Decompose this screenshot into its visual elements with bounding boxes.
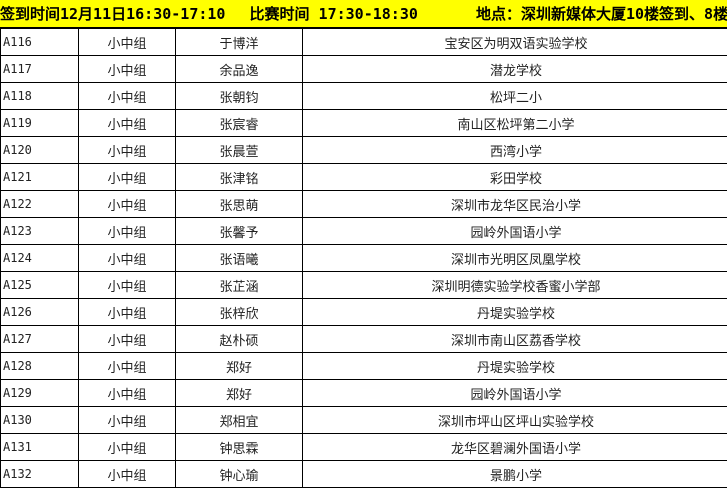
participant-id[interactable]: A127 [0, 325, 79, 353]
school-cell[interactable]: 西湾小学 [302, 136, 727, 164]
name-cell[interactable]: 张津铭 [175, 163, 303, 191]
participant-id[interactable]: A124 [0, 244, 79, 272]
match-time: 比赛时间 17:30-18:30 [249, 5, 418, 23]
group-cell[interactable]: 小中组 [78, 136, 176, 164]
name-cell[interactable]: 张晨萱 [175, 136, 303, 164]
school-cell[interactable]: 园岭外国语小学 [302, 379, 727, 407]
name-cell[interactable]: 张芷涵 [175, 271, 303, 299]
table-row: A132 小中组 钟心瑜 景鹏小学 [0, 460, 727, 488]
group-cell[interactable]: 小中组 [78, 406, 176, 434]
school-cell[interactable]: 深圳市光明区凤凰学校 [302, 244, 727, 272]
group-cell[interactable]: 小中组 [78, 460, 176, 488]
table-row: A119 小中组 张宸睿 南山区松坪第二小学 [0, 109, 727, 137]
name-cell[interactable]: 张语曦 [175, 244, 303, 272]
location: 地点：深圳新媒体大厦10楼签到、8楼比赛 [475, 5, 727, 23]
school-cell[interactable]: 园岭外国语小学 [302, 217, 727, 245]
group-cell[interactable]: 小中组 [78, 28, 176, 56]
table-row: A126 小中组 张梓欣 丹堤实验学校 [0, 298, 727, 326]
school-cell[interactable]: 深圳市坪山区坪山实验学校 [302, 406, 727, 434]
participant-id[interactable]: A123 [0, 217, 79, 245]
school-cell[interactable]: 龙华区碧澜外国语小学 [302, 433, 727, 461]
name-cell[interactable]: 郑相宜 [175, 406, 303, 434]
group-cell[interactable]: 小中组 [78, 433, 176, 461]
participant-id[interactable]: A126 [0, 298, 79, 326]
participant-id[interactable]: A129 [0, 379, 79, 407]
table-row: A118 小中组 张朝钧 松坪二小 [0, 82, 727, 110]
name-cell[interactable]: 钟心瑜 [175, 460, 303, 488]
table-row: A131 小中组 钟思霖 龙华区碧澜外国语小学 [0, 433, 727, 461]
school-cell[interactable]: 丹堤实验学校 [302, 298, 727, 326]
school-cell[interactable]: 彩田学校 [302, 163, 727, 191]
table-row: A130 小中组 郑相宜 深圳市坪山区坪山实验学校 [0, 406, 727, 434]
table-row: A127 小中组 赵朴硕 深圳市南山区荔香学校 [0, 325, 727, 353]
school-cell[interactable]: 潜龙学校 [302, 55, 727, 83]
table-row: A123 小中组 张馨予 园岭外国语小学 [0, 217, 727, 245]
group-cell[interactable]: 小中组 [78, 298, 176, 326]
group-cell[interactable]: 小中组 [78, 379, 176, 407]
group-cell[interactable]: 小中组 [78, 352, 176, 380]
group-cell[interactable]: 小中组 [78, 325, 176, 353]
name-cell[interactable]: 张朝钧 [175, 82, 303, 110]
participant-id[interactable]: A120 [0, 136, 79, 164]
table-row: A129 小中组 郑好 园岭外国语小学 [0, 379, 727, 407]
group-cell[interactable]: 小中组 [78, 55, 176, 83]
name-cell[interactable]: 张宸睿 [175, 109, 303, 137]
participant-id[interactable]: A128 [0, 352, 79, 380]
name-cell[interactable]: 余品逸 [175, 55, 303, 83]
name-cell[interactable]: 郑好 [175, 379, 303, 407]
table-row: A121 小中组 张津铭 彩田学校 [0, 163, 727, 191]
name-cell[interactable]: 于博洋 [175, 28, 303, 56]
participant-id[interactable]: A116 [0, 28, 79, 56]
schedule-banner: 签到时间12月11日16:30-17:10 比赛时间 17:30-18:30 地… [0, 0, 727, 28]
group-cell[interactable]: 小中组 [78, 109, 176, 137]
participant-id[interactable]: A131 [0, 433, 79, 461]
table-row: A117 小中组 余品逸 潜龙学校 [0, 55, 727, 83]
table-row: A128 小中组 郑好 丹堤实验学校 [0, 352, 727, 380]
group-cell[interactable]: 小中组 [78, 190, 176, 218]
table-row: A124 小中组 张语曦 深圳市光明区凤凰学校 [0, 244, 727, 272]
participant-id[interactable]: A132 [0, 460, 79, 488]
name-cell[interactable]: 钟思霖 [175, 433, 303, 461]
table-row: A125 小中组 张芷涵 深圳明德实验学校香蜜小学部 [0, 271, 727, 299]
group-cell[interactable]: 小中组 [78, 217, 176, 245]
school-cell[interactable]: 宝安区为明双语实验学校 [302, 28, 727, 56]
school-cell[interactable]: 景鹏小学 [302, 460, 727, 488]
participant-id[interactable]: A117 [0, 55, 79, 83]
school-cell[interactable]: 南山区松坪第二小学 [302, 109, 727, 137]
participant-id[interactable]: A125 [0, 271, 79, 299]
table-row: A122 小中组 张思萌 深圳市龙华区民治小学 [0, 190, 727, 218]
participant-table: A116 小中组 于博洋 宝安区为明双语实验学校 A117 小中组 余品逸 潜龙学校 A118 小… [0, 28, 727, 488]
name-cell[interactable]: 张梓欣 [175, 298, 303, 326]
school-cell[interactable]: 松坪二小 [302, 82, 727, 110]
table-row: A116 小中组 于博洋 宝安区为明双语实验学校 [0, 28, 727, 56]
school-cell[interactable]: 深圳明德实验学校香蜜小学部 [302, 271, 727, 299]
name-cell[interactable]: 赵朴硕 [175, 325, 303, 353]
group-cell[interactable]: 小中组 [78, 163, 176, 191]
name-cell[interactable]: 张思萌 [175, 190, 303, 218]
participant-id[interactable]: A122 [0, 190, 79, 218]
table-row: A120 小中组 张晨萱 西湾小学 [0, 136, 727, 164]
group-cell[interactable]: 小中组 [78, 271, 176, 299]
name-cell[interactable]: 张馨予 [175, 217, 303, 245]
participant-id[interactable]: A121 [0, 163, 79, 191]
checkin-time: 签到时间12月11日16:30-17:10 [0, 5, 226, 23]
group-cell[interactable]: 小中组 [78, 244, 176, 272]
school-cell[interactable]: 深圳市南山区荔香学校 [302, 325, 727, 353]
participant-id[interactable]: A119 [0, 109, 79, 137]
participant-id[interactable]: A130 [0, 406, 79, 434]
name-cell[interactable]: 郑好 [175, 352, 303, 380]
participant-id[interactable]: A118 [0, 82, 79, 110]
school-cell[interactable]: 深圳市龙华区民治小学 [302, 190, 727, 218]
school-cell[interactable]: 丹堤实验学校 [302, 352, 727, 380]
group-cell[interactable]: 小中组 [78, 82, 176, 110]
